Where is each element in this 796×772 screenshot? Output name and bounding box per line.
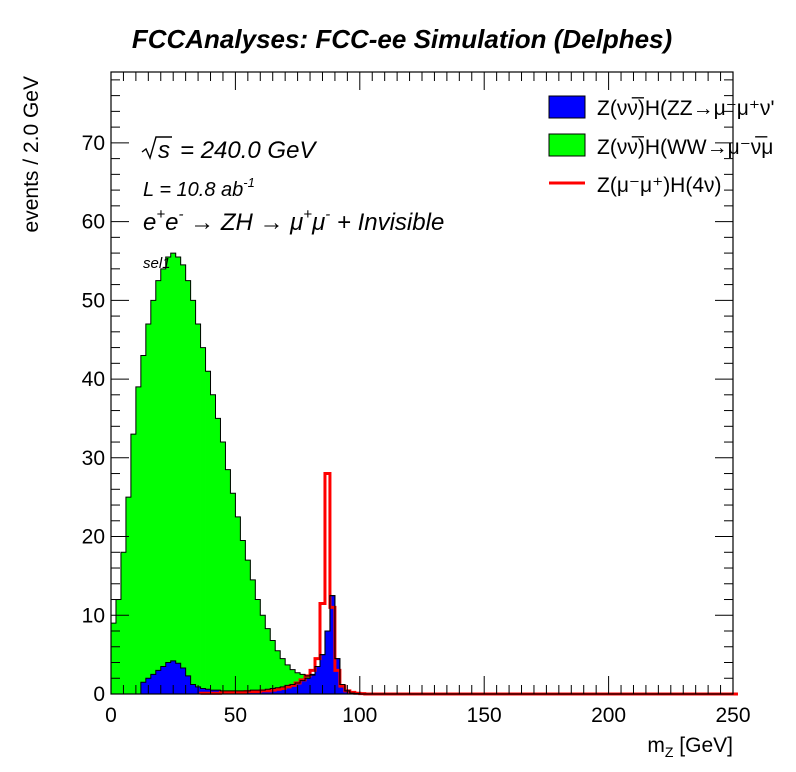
- ww-stack-bar: [225, 469, 231, 694]
- ww-stack-bar: [195, 323, 201, 694]
- zz-bar: [315, 666, 321, 694]
- zz-bar: [170, 660, 177, 694]
- ww-stack-bar: [230, 493, 236, 694]
- annotation-sqrt-s: s = 240.0 GeV: [141, 136, 317, 164]
- zz-bar: [175, 663, 182, 694]
- ww-stack-bar: [260, 615, 266, 694]
- annotation-selection: sel1: [143, 255, 171, 272]
- ww-stack-bar: [220, 442, 226, 694]
- ww-stack-bar: [275, 650, 281, 694]
- ww-stack-bar: [160, 268, 167, 694]
- ww-stack-bar: [215, 418, 221, 694]
- ww-stack-bar: [175, 257, 182, 694]
- zz-bar: [190, 684, 196, 694]
- annotation-process: e+e- → ZH → μ+μ- + Invisible: [143, 206, 444, 236]
- zz-bar: [160, 666, 167, 694]
- zz-bar: [285, 685, 291, 694]
- ww-stack-bar: [180, 264, 187, 694]
- ww-stack-bar: [150, 300, 157, 694]
- ww-stack-bar: [200, 347, 206, 694]
- ww-stack-bar: [280, 658, 286, 694]
- ww-stack-bar: [165, 257, 172, 694]
- y-axis-ticks: [111, 79, 733, 695]
- y-tick-label: 50: [82, 289, 105, 312]
- zz-bar: [290, 684, 296, 694]
- ww-stack-bar: [190, 300, 196, 694]
- ww-stack-bar: [255, 599, 261, 694]
- svg-text:= 240.0 GeV: = 240.0 GeV: [180, 137, 317, 164]
- zz-bar: [140, 682, 147, 694]
- svg-text:Z(νν̅)H(ZZ→μ⁻μ⁺ν': Z(νν̅)H(ZZ→μ⁻μ⁺ν': [597, 97, 775, 120]
- x-axis-tick-labels: 0 50 100 150 200 250: [105, 704, 750, 727]
- zz-bar: [334, 658, 341, 694]
- ww-stack-bar: [125, 497, 132, 694]
- legend-item-mumu: Z(μ⁻μ⁺)H(4ν): [549, 174, 722, 197]
- ww-stack-bar: [111, 623, 117, 694]
- ww-stack-bar: [290, 669, 296, 694]
- ww-stack-bar: [205, 371, 211, 694]
- y-tick-label: 40: [82, 368, 105, 391]
- legend-item-ww: Z(νν̅)H(WW→μ⁻ν̅μ: [548, 133, 773, 159]
- svg-text:Z(νν̅)H(WW→μ⁻ν̅μ: Z(νν̅)H(WW→μ⁻ν̅μ: [597, 136, 773, 159]
- zz-bar: [300, 680, 306, 694]
- y-tick-label: 10: [82, 604, 105, 627]
- y-axis-label: events / 2.0 GeV: [20, 76, 43, 232]
- y-tick-label: 60: [82, 211, 105, 234]
- zz-bar: [339, 684, 346, 694]
- legend: Z(νν̅)H(ZZ→μ⁻μ⁺ν' Z(νν̅)H(WW→μ⁻ν̅μ Z(μ⁻μ…: [548, 95, 775, 197]
- ww-stack-bar: [265, 628, 271, 694]
- zz-bar: [275, 687, 281, 694]
- ww-stack-bar: [170, 253, 177, 694]
- ww-stack-bar: [270, 640, 276, 694]
- ww-stack-bar: [185, 280, 192, 694]
- zz-bar: [180, 668, 187, 694]
- svg-text:s: s: [158, 137, 170, 164]
- annotation-luminosity: L = 10.8 ab-1: [143, 175, 255, 201]
- ww-stack-bar: [140, 355, 147, 694]
- series-zz-outline: [140, 595, 361, 695]
- x-tick-label: 0: [105, 704, 117, 727]
- x-tick-label: 100: [342, 704, 377, 727]
- x-tick-label: 50: [224, 704, 247, 727]
- x-tick-label: 200: [591, 704, 626, 727]
- ww-stack-bar: [250, 579, 256, 694]
- ww-stack-bar: [120, 552, 127, 694]
- zz-bar: [310, 674, 316, 694]
- zz-bar: [150, 674, 157, 694]
- y-tick-label: 0: [93, 683, 105, 706]
- ww-stack-bar: [210, 394, 216, 694]
- y-axis-tick-labels: 0 10 20 30 40 50 60 70: [82, 132, 105, 706]
- zz-bar: [305, 678, 311, 694]
- zz-bar: [155, 670, 162, 694]
- zz-bar: [319, 654, 326, 694]
- ww-stack-bar: [155, 280, 162, 694]
- ww-stack-bar: [145, 323, 152, 694]
- y-tick-label: 70: [82, 132, 105, 155]
- zz-bar: [200, 688, 206, 694]
- ww-stack-bar: [285, 664, 291, 694]
- zz-bar: [205, 689, 211, 694]
- zz-bar: [280, 686, 286, 694]
- chart-title: FCCAnalyses: FCC-ee Simulation (Delphes): [132, 24, 672, 54]
- zz-bar: [329, 595, 336, 694]
- x-axis-label: mZ [GeV]: [647, 734, 733, 760]
- svg-text:Z(μ⁻μ⁺)H(4ν): Z(μ⁻μ⁺)H(4ν): [597, 174, 722, 197]
- zz-bar: [324, 631, 331, 694]
- ww-stack-bar: [235, 516, 241, 694]
- x-tick-label: 150: [467, 704, 502, 727]
- zz-bar: [165, 662, 172, 694]
- legend-item-zz: Z(νν̅)H(ZZ→μ⁻μ⁺ν': [548, 95, 775, 120]
- ww-stack-bar: [245, 560, 251, 694]
- ww-stack-bar: [240, 540, 246, 694]
- x-axis-ticks: [110, 72, 734, 694]
- ww-stack-bar: [130, 434, 137, 694]
- ww-stack-bar: [135, 386, 142, 694]
- y-tick-label: 30: [82, 447, 105, 470]
- x-tick-label: 250: [715, 704, 750, 727]
- y-tick-label: 20: [82, 526, 105, 549]
- zz-bar: [185, 675, 192, 694]
